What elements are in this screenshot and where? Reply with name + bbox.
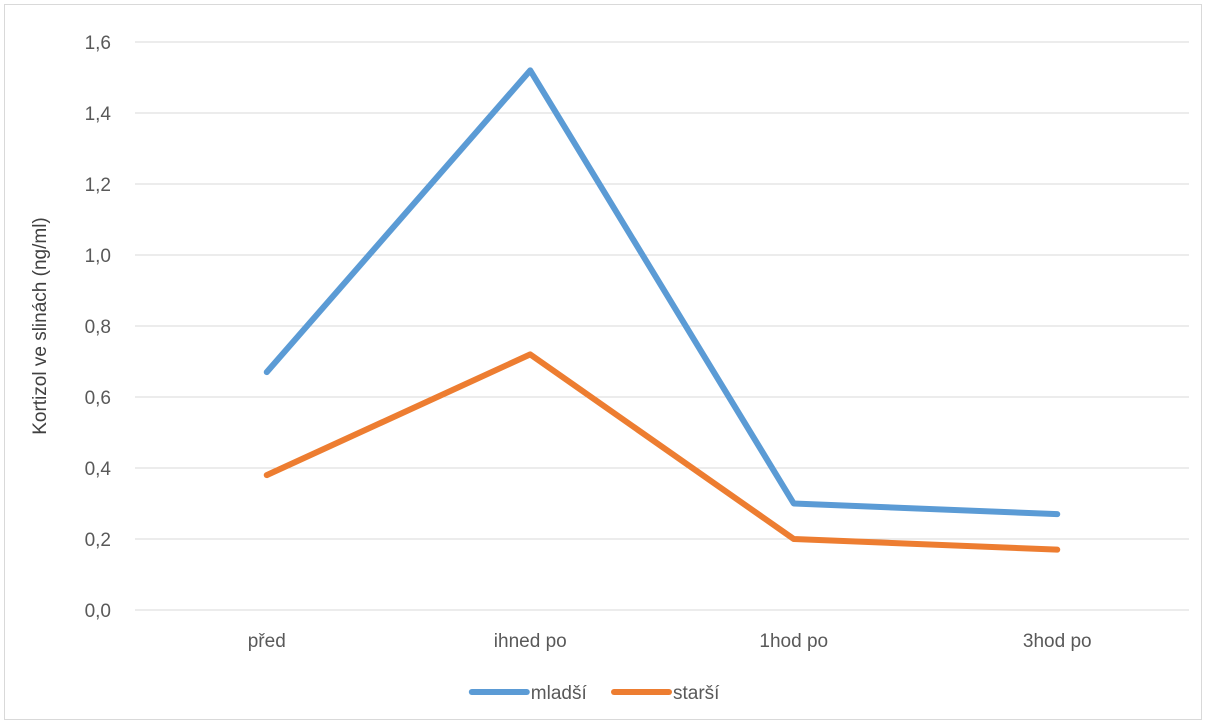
- y-tick-label: 1,4: [85, 104, 112, 125]
- x-tick-label: 1hod po: [759, 631, 828, 652]
- gridlines: [135, 41, 1189, 611]
- x-tick-label: ihned po: [494, 631, 567, 652]
- y-tick-label: 0,2: [85, 530, 111, 551]
- y-tick-label: 0,4: [85, 459, 112, 480]
- chart-frame: [4, 4, 1202, 720]
- y-tick-label: 1,0: [85, 246, 111, 267]
- x-tick-label: před: [248, 631, 286, 652]
- series-line: [263, 67, 1061, 518]
- x-tick-label: 3hod po: [1023, 631, 1092, 652]
- legend-label: starší: [673, 683, 720, 704]
- series-line: [263, 351, 1061, 553]
- legend: mladší starší: [468, 683, 720, 704]
- series-lines: [263, 67, 1061, 553]
- y-tick-label: 1,6: [85, 33, 111, 54]
- y-tick-label: 0,0: [85, 601, 111, 622]
- y-axis-tick-labels: 0,0 0,2 0,4 0,6 0,8 1,0 1,2 1,4 1,6: [85, 33, 112, 622]
- y-axis-title: Kortizol ve slinách (ng/ml): [30, 217, 51, 435]
- legend-label: mladší: [531, 683, 588, 704]
- x-axis-tick-labels: před ihned po 1hod po 3hod po: [248, 631, 1092, 652]
- y-tick-label: 0,8: [85, 317, 111, 338]
- y-tick-label: 0,6: [85, 388, 111, 409]
- y-tick-label: 1,2: [85, 175, 111, 196]
